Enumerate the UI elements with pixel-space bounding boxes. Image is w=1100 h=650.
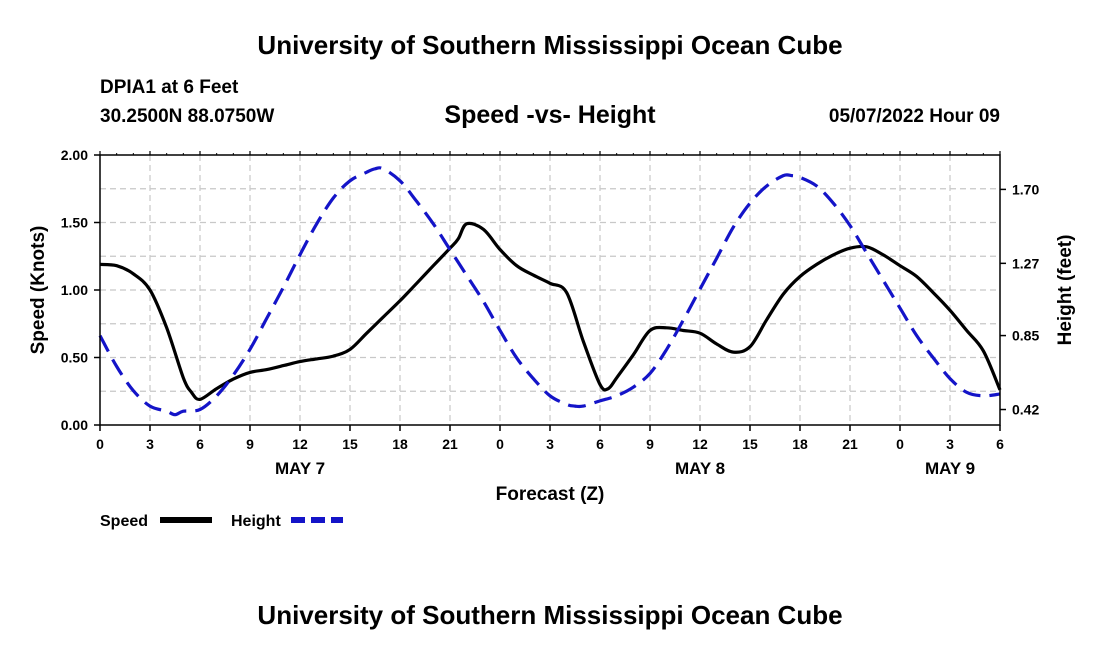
day-label: MAY 8 <box>675 459 725 478</box>
x-tick-label: 9 <box>646 436 654 452</box>
grid-layer <box>100 155 1000 425</box>
series-line-height <box>98 166 1001 417</box>
y2-tick-label: 0.85 <box>1012 328 1039 344</box>
x-tick-label: 15 <box>342 436 358 452</box>
x-tick-label: 6 <box>596 436 604 452</box>
legend: Speed Height <box>100 513 343 530</box>
x-tick-label: 21 <box>842 436 858 452</box>
y-axis-title: Speed (Knots) <box>28 226 49 355</box>
x-tick-label: 0 <box>496 436 504 452</box>
y-tick-label: 2.00 <box>61 147 88 163</box>
axis-layer: 0 3 6 9 12 15 18 21 0 3 6 9 12 15 18 21 0 3 6 0.00 0.50 1.00 1… <box>61 147 1040 478</box>
x-axis-title: Forecast (Z) <box>496 484 605 505</box>
coordinates-label: 30.2500N 88.0750W <box>100 106 275 127</box>
x-tick-label: 18 <box>392 436 408 452</box>
y2-tick-label: 1.27 <box>1012 255 1039 271</box>
x-tick-label: 3 <box>146 436 154 452</box>
x-tick-label: 6 <box>996 436 1004 452</box>
y2-axis-title: Height (feet) <box>1055 235 1076 346</box>
station-label: DPIA1 at 6 Feet <box>100 77 239 98</box>
day-label: MAY 9 <box>925 459 975 478</box>
x-tick-label: 12 <box>292 436 308 452</box>
footer-title: University of Southern Mississippi Ocean… <box>257 600 843 630</box>
y-tick-label: 0.50 <box>61 350 88 366</box>
y2-tick-label: 0.42 <box>1012 402 1039 418</box>
x-tick-label: 15 <box>742 436 758 452</box>
y-tick-label: 0.00 <box>61 417 88 433</box>
y-tick-label: 1.50 <box>61 215 88 231</box>
series-layer <box>98 166 1002 417</box>
x-tick-label: 3 <box>946 436 954 452</box>
legend-speed-label: Speed <box>100 513 148 530</box>
x-tick-label: 0 <box>896 436 904 452</box>
legend-height-label: Height <box>231 513 281 530</box>
forecast-datetime: 05/07/2022 Hour 09 <box>828 106 1000 127</box>
x-tick-label: 12 <box>692 436 708 452</box>
chart-subtitle: Speed -vs- Height <box>444 101 656 129</box>
series-line-speed <box>99 221 1002 402</box>
x-tick-label: 21 <box>442 436 458 452</box>
x-tick-label: 18 <box>792 436 808 452</box>
x-tick-label: 0 <box>96 436 104 452</box>
y-tick-label: 1.00 <box>61 282 88 298</box>
x-tick-label: 9 <box>246 436 254 452</box>
x-tick-label: 6 <box>196 436 204 452</box>
day-label: MAY 7 <box>275 459 325 478</box>
header-title: University of Southern Mississippi Ocean… <box>257 30 843 60</box>
y2-tick-label: 1.70 <box>1012 181 1039 197</box>
x-tick-label: 3 <box>546 436 554 452</box>
